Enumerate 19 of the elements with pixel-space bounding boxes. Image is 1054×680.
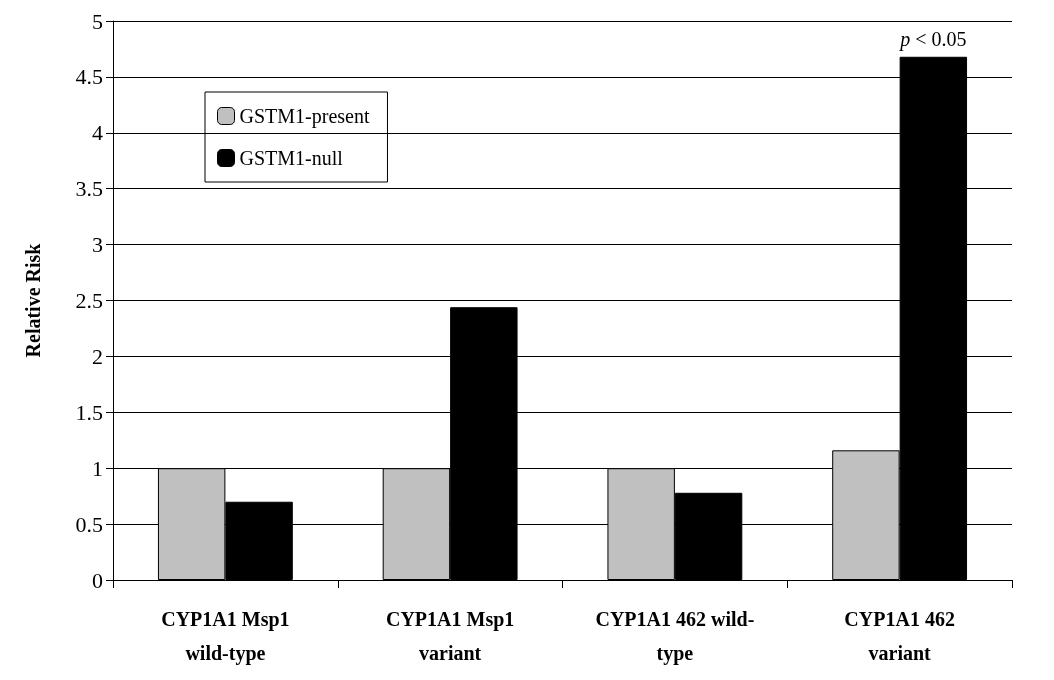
- x-tick-label: CYP1A1 Msp1 wild-type: [161, 608, 290, 665]
- y-tick-label: 0: [92, 567, 103, 593]
- y-tick-label: 3: [92, 232, 103, 258]
- x-tick-label: CYP1A1 462 variant: [844, 608, 955, 664]
- y-tick-label: 2: [92, 343, 103, 369]
- y-tick-label: 0.5: [75, 511, 103, 537]
- y-tick-label: 1.5: [75, 399, 103, 425]
- y-tick-label: 5: [92, 8, 103, 34]
- legend-label: GSTM1-present: [239, 105, 370, 128]
- y-tick-label: 1: [92, 455, 103, 481]
- annotation: p < 0.05: [898, 27, 967, 51]
- y-tick-label: 4.5: [75, 64, 103, 90]
- y-tick-label: 3.5: [75, 176, 103, 202]
- y-tick-label: 2.5: [75, 288, 103, 313]
- legend-label: GSTM1-null: [239, 147, 344, 169]
- y-tick-label: 4: [92, 120, 103, 146]
- x-tick-label: CYP1A1 Msp1 variant: [385, 608, 515, 664]
- y-axis-title: Relative Risk: [22, 242, 44, 358]
- x-tick-label: CYP1A1 462 wild- type: [595, 608, 755, 665]
